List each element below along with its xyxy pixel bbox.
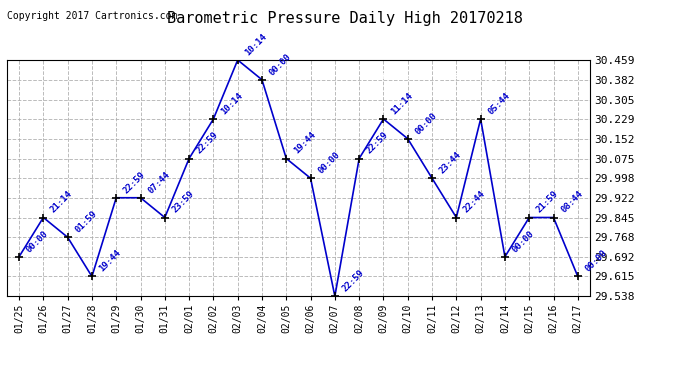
Text: Copyright 2017 Cartronics.com: Copyright 2017 Cartronics.com [7, 11, 177, 21]
Text: 22:59: 22:59 [121, 170, 147, 195]
Text: 00:00: 00:00 [413, 111, 439, 136]
Text: 10:14: 10:14 [244, 32, 268, 57]
Text: 22:44: 22:44 [462, 189, 487, 215]
Text: 05:44: 05:44 [486, 91, 511, 116]
Text: 23:44: 23:44 [437, 150, 463, 176]
Text: 19:44: 19:44 [97, 248, 123, 274]
Text: 00:00: 00:00 [268, 52, 293, 77]
Text: 08:44: 08:44 [559, 189, 584, 215]
Text: 00:00: 00:00 [316, 150, 342, 176]
Text: Pressure  (Inches/Hg): Pressure (Inches/Hg) [375, 71, 499, 81]
Text: Barometric Pressure Daily High 20170218: Barometric Pressure Daily High 20170218 [167, 11, 523, 26]
Text: 11:14: 11:14 [389, 91, 415, 116]
Text: 00:00: 00:00 [583, 248, 609, 274]
Text: 21:14: 21:14 [49, 189, 75, 215]
Text: 22:59: 22:59 [340, 268, 366, 294]
Text: 21:59: 21:59 [535, 189, 560, 215]
Text: 01:59: 01:59 [73, 209, 99, 234]
Text: 00:00: 00:00 [25, 229, 50, 254]
Text: 19:44: 19:44 [292, 130, 317, 156]
Text: 23:59: 23:59 [170, 189, 196, 215]
Text: 07:44: 07:44 [146, 170, 171, 195]
Text: 10:14: 10:14 [219, 91, 244, 116]
Text: 00:00: 00:00 [511, 229, 536, 254]
Text: 22:59: 22:59 [195, 130, 220, 156]
Text: 22:59: 22:59 [365, 130, 390, 156]
